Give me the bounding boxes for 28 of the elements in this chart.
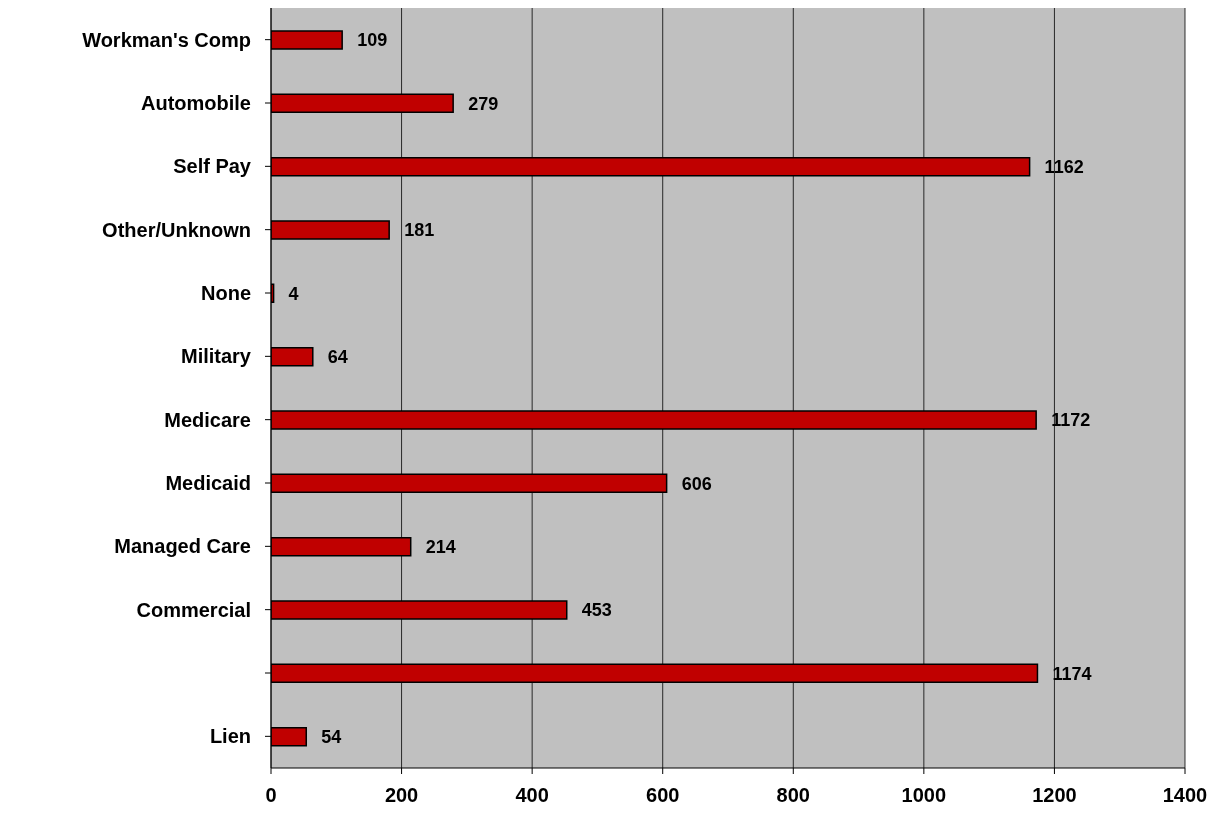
y-tick-label: None xyxy=(201,282,251,305)
y-tick-label: Medicare xyxy=(164,408,251,431)
y-tick-label: Workman's Comp xyxy=(82,28,251,51)
y-tick-label: Lien xyxy=(209,725,251,748)
y-tick-label: Commercial xyxy=(136,598,251,621)
y-tick-label: Automobile xyxy=(141,92,251,115)
x-tick-label: 1000 xyxy=(901,784,947,807)
y-tick-label: Self Pay xyxy=(173,155,252,178)
data-label: 214 xyxy=(425,537,456,558)
data-label: 181 xyxy=(404,220,435,241)
x-tick-label: 1200 xyxy=(1032,784,1077,807)
y-tick-label: Medicaid xyxy=(165,472,251,495)
x-tick-label: 1400 xyxy=(1162,784,1208,807)
data-label: 453 xyxy=(581,600,612,621)
x-tick-label: 800 xyxy=(776,784,810,807)
data-label: 279 xyxy=(468,93,499,114)
x-tick-label: 600 xyxy=(646,784,680,807)
data-label: 54 xyxy=(321,727,342,748)
y-tick-label: Other/Unknown xyxy=(102,218,251,241)
x-tick-label: 400 xyxy=(515,784,549,807)
y-tick-label: Managed Care xyxy=(114,535,251,558)
data-label: 4 xyxy=(288,283,299,304)
y-tick-label: Military xyxy=(180,345,252,368)
data-label: 64 xyxy=(327,347,348,368)
x-tick-label: 200 xyxy=(384,784,419,807)
data-label: 109 xyxy=(357,30,388,51)
x-tick-label: 0 xyxy=(265,784,277,807)
data-label: 606 xyxy=(681,473,712,494)
